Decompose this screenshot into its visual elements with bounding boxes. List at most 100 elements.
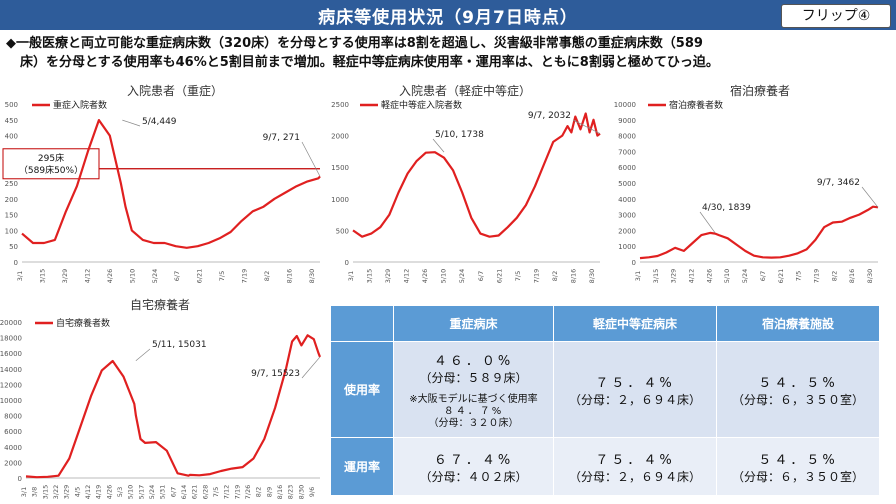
x-tick-label: 7/5 (212, 487, 220, 497)
y-tick-label: 10000 (614, 101, 636, 109)
annotation-leader (861, 186, 879, 208)
y-tick-label: 0 (345, 259, 349, 267)
chart-severe-svg: 0501001502002503003504004505003/13/153/2… (2, 99, 321, 284)
annotation-leader (122, 119, 141, 127)
x-tick-label: 8/9 (265, 487, 273, 497)
annotation-label: 5/11, 15031 (152, 340, 207, 350)
x-tick-label: 8/2 (255, 487, 263, 497)
summary-line-1: ◆一般医療と両立可能な重症病床数（320床）を分母とする使用率は8割を超過し、災… (6, 36, 703, 51)
y-tick-label: 0 (14, 259, 18, 267)
y-tick-label: 18000 (0, 335, 22, 343)
col-header-hotel: 宿泊療養施設 (716, 305, 880, 342)
x-tick-label: 5/10 (127, 485, 135, 500)
annotation-leader (699, 211, 716, 234)
y-tick-label: 2000 (4, 459, 22, 467)
y-tick-label: 50 (9, 243, 18, 251)
chart-mild-svg: 0 500 1000 1500 2000 2500 3/1 3/15 3/29 4/12 4/26 5… (331, 99, 601, 284)
x-tick-label: 3/29 (61, 269, 69, 284)
annotation-leader (301, 356, 321, 379)
annotation-label: 4/30, 1839 (702, 203, 751, 213)
y-tick-label: 1000 (331, 196, 349, 204)
x-tick-label: 4/5 (73, 487, 81, 497)
y-tick-label: 9000 (618, 117, 636, 125)
x-tick-label: 6/7 (169, 487, 177, 497)
y-tick-label: 5000 (618, 180, 636, 188)
x-tick-label: 3/15 (652, 269, 660, 284)
y-tick-label: 450 (5, 117, 18, 125)
chart-hotel-svg: 0 1000 2000 3000 4000 5000 6000 7000 8000 9000 100… (614, 99, 879, 284)
x-tick-label: 4/12 (83, 269, 91, 284)
x-tick-label: 7/5 (218, 271, 226, 281)
x-tick-label: 3/22 (52, 485, 60, 500)
operation-hotel-denom: （分母：６，３５０室） (731, 469, 864, 484)
x-tick-label: 5/17 (137, 485, 145, 500)
y-tick-label: 8000 (4, 413, 22, 421)
table-header-row: 重症病床 軽症中等症病床 宿泊療養施設 (330, 305, 880, 342)
y-tick-label: 2000 (618, 227, 636, 235)
x-tick-label: 4/26 (106, 269, 114, 284)
page-title: 病床等使用状況（9月7日時点） (318, 8, 578, 28)
x-tick-label: 3/1 (20, 487, 28, 497)
x-tick-label: 8/16 (569, 269, 577, 284)
x-tick-label: 5/10 (723, 269, 731, 284)
row-header-usage: 使用率 (330, 341, 394, 438)
usage-osaka-denom: （分母：３２０床） (428, 417, 519, 429)
x-tick-label: 9/6 (308, 487, 316, 497)
legend-label: 重症入院者数 (53, 99, 107, 111)
reference-label-2: （589床50%） (19, 164, 83, 176)
legend-label: 軽症中等症入院者数 (381, 99, 462, 111)
y-tick-label: 4000 (4, 444, 22, 452)
annotation-label: 9/7, 2032 (528, 111, 571, 121)
annotation-label: 9/7, 3462 (817, 178, 860, 188)
x-tick-label: 8/30 (297, 485, 305, 500)
x-tick-label: 7/19 (812, 269, 820, 284)
x-tick-label: 6/28 (201, 485, 209, 500)
x-tick-label: 4/12 (84, 485, 92, 500)
cell-operation-mild: ７５．４% （分母：２，６９４床） (553, 437, 717, 496)
y-tick-label: 10000 (0, 397, 22, 405)
x-tick-label: 7/5 (514, 271, 522, 281)
x-tick-label: 8/23 (287, 485, 295, 500)
operation-hotel-rate: ５４．５% (758, 452, 838, 468)
x-tick-label: 8/16 (286, 269, 294, 284)
usage-mild-rate: ７５．４% (595, 375, 675, 391)
x-tick-label: 4/12 (403, 269, 411, 284)
annotation-label: 5/4,449 (142, 117, 177, 127)
stats-table: 重症病床 軽症中等症病床 宿泊療養施設 使用率 ４６．０% （分母：５８９床） … (330, 305, 880, 496)
x-tick-label: 3/1 (634, 271, 642, 281)
y-tick-label: 100 (5, 227, 18, 235)
usage-hotel-rate: ５４．５% (758, 375, 838, 391)
x-tick-label: 8/16 (848, 269, 856, 284)
x-tick-label: 8/2 (830, 271, 838, 281)
x-tick-label: 6/21 (777, 269, 785, 284)
legend-label: 宿泊療養者数 (669, 99, 723, 111)
y-tick-label: 16000 (0, 350, 22, 358)
operation-severe-rate: ６７．４% (433, 452, 514, 468)
flip-badge: フリップ④ (781, 4, 891, 28)
x-tick-label: 4/19 (95, 485, 103, 500)
x-tick-label: 8/30 (588, 269, 596, 284)
series-line (639, 205, 879, 260)
annotation-leader (135, 348, 151, 362)
series-line (25, 334, 322, 479)
x-tick-label: 4/12 (688, 269, 696, 284)
x-tick-label: 3/1 (16, 271, 24, 281)
y-tick-label: 2500 (331, 101, 349, 109)
annotation-leader (432, 138, 445, 153)
x-tick-label: 6/21 (495, 269, 503, 284)
header-bar (0, 0, 896, 30)
y-tick-label: 20000 (0, 319, 22, 327)
table-corner (330, 305, 394, 342)
y-tick-label: 4000 (618, 196, 636, 204)
series-line (352, 112, 601, 238)
annotation-label: 9/7, 15523 (251, 369, 300, 379)
y-tick-label: 6000 (4, 428, 22, 436)
y-tick-label: 2000 (331, 133, 349, 141)
y-tick-label: 14000 (0, 366, 22, 374)
x-tick-label: 7/19 (532, 269, 540, 284)
y-tick-label: 200 (5, 196, 18, 204)
x-tick-label: 7/19 (233, 485, 241, 500)
cell-usage-mild: ７５．４% （分母：２，６９４床） (553, 341, 717, 438)
y-tick-label: 0 (632, 259, 636, 267)
x-tick-label: 3/29 (63, 485, 71, 500)
